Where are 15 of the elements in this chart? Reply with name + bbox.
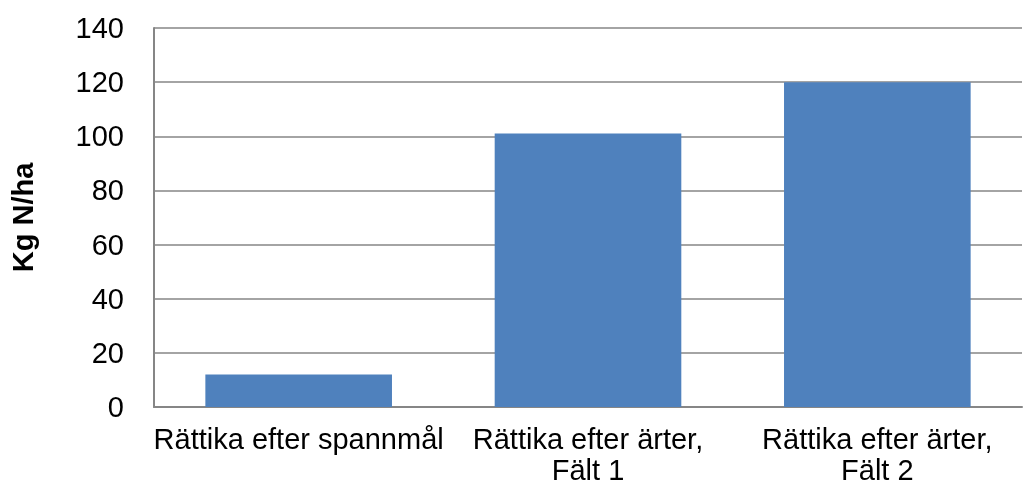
x-tick-label: Rättika efter spannmål [153,422,444,455]
y-axis-title: Kg N/ha [6,161,39,273]
y-tick-label: 140 [75,12,124,44]
y-tick-label: 20 [91,336,124,369]
bar [205,374,392,407]
y-tick-label: 80 [91,174,124,207]
bar [784,82,971,407]
y-tick-label: 100 [75,120,124,153]
bar [494,133,682,407]
y-tick-label: 60 [91,228,124,261]
y-tick-label: 120 [75,66,124,99]
y-tick-label: 0 [107,391,124,423]
x-tick-label: Rättika efter ärter, Fält 1 [472,422,704,486]
x-tick-label: Rättika efter ärter, Fält 2 [762,422,993,486]
y-tick-label: 40 [91,282,124,315]
